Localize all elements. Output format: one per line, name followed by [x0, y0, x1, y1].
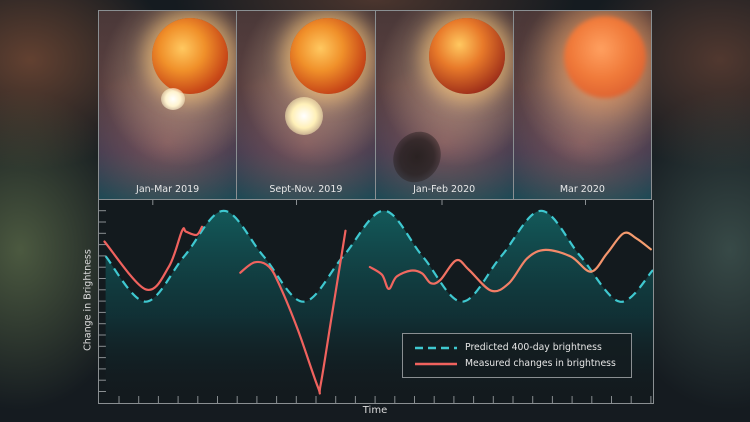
panel-label: Jan-Feb 2020 [413, 184, 476, 195]
panel-label: Sept-Nov. 2019 [269, 184, 343, 195]
legend-label: Measured changes in brightness [465, 358, 616, 369]
measured-brightness-segment-1 [103, 225, 204, 292]
star-icon [428, 18, 505, 94]
panel-mar-2020: Mar 2020 [513, 11, 651, 199]
dashed-line-swatch-icon [415, 346, 457, 349]
measured-brightness-segment-3 [368, 231, 652, 293]
star-icon [290, 18, 367, 94]
measured-brightness-segment-2 [239, 229, 347, 395]
legend-item-measured: Measured changes in brightness [415, 358, 616, 369]
panel-jan-feb-2020: Jan-Feb 2020 [375, 11, 514, 199]
star-icon [563, 16, 646, 98]
panel-label: Mar 2020 [559, 184, 605, 195]
star-illustration-panels: Jan-Mar 2019 Sept-Nov. 2019 Jan-Feb 2020… [98, 10, 652, 200]
x-axis-label: Time [362, 405, 388, 416]
bright-plume-icon [161, 88, 185, 110]
star-icon [152, 18, 228, 94]
legend: Predicted 400-day brightness Measured ch… [402, 333, 632, 378]
solid-line-swatch-icon [415, 362, 457, 365]
panel-jan-mar-2019: Jan-Mar 2019 [99, 11, 238, 199]
legend-label: Predicted 400-day brightness [465, 342, 602, 353]
dust-cloud-icon [383, 122, 450, 192]
panel-sept-nov-2019: Sept-Nov. 2019 [237, 11, 376, 199]
y-axis-label: Change in Brightness [82, 249, 94, 351]
panel-label: Jan-Mar 2019 [136, 184, 200, 195]
hot-blob-icon [285, 97, 324, 135]
predicted-brightness-line [104, 209, 654, 303]
legend-item-predicted: Predicted 400-day brightness [415, 342, 602, 353]
